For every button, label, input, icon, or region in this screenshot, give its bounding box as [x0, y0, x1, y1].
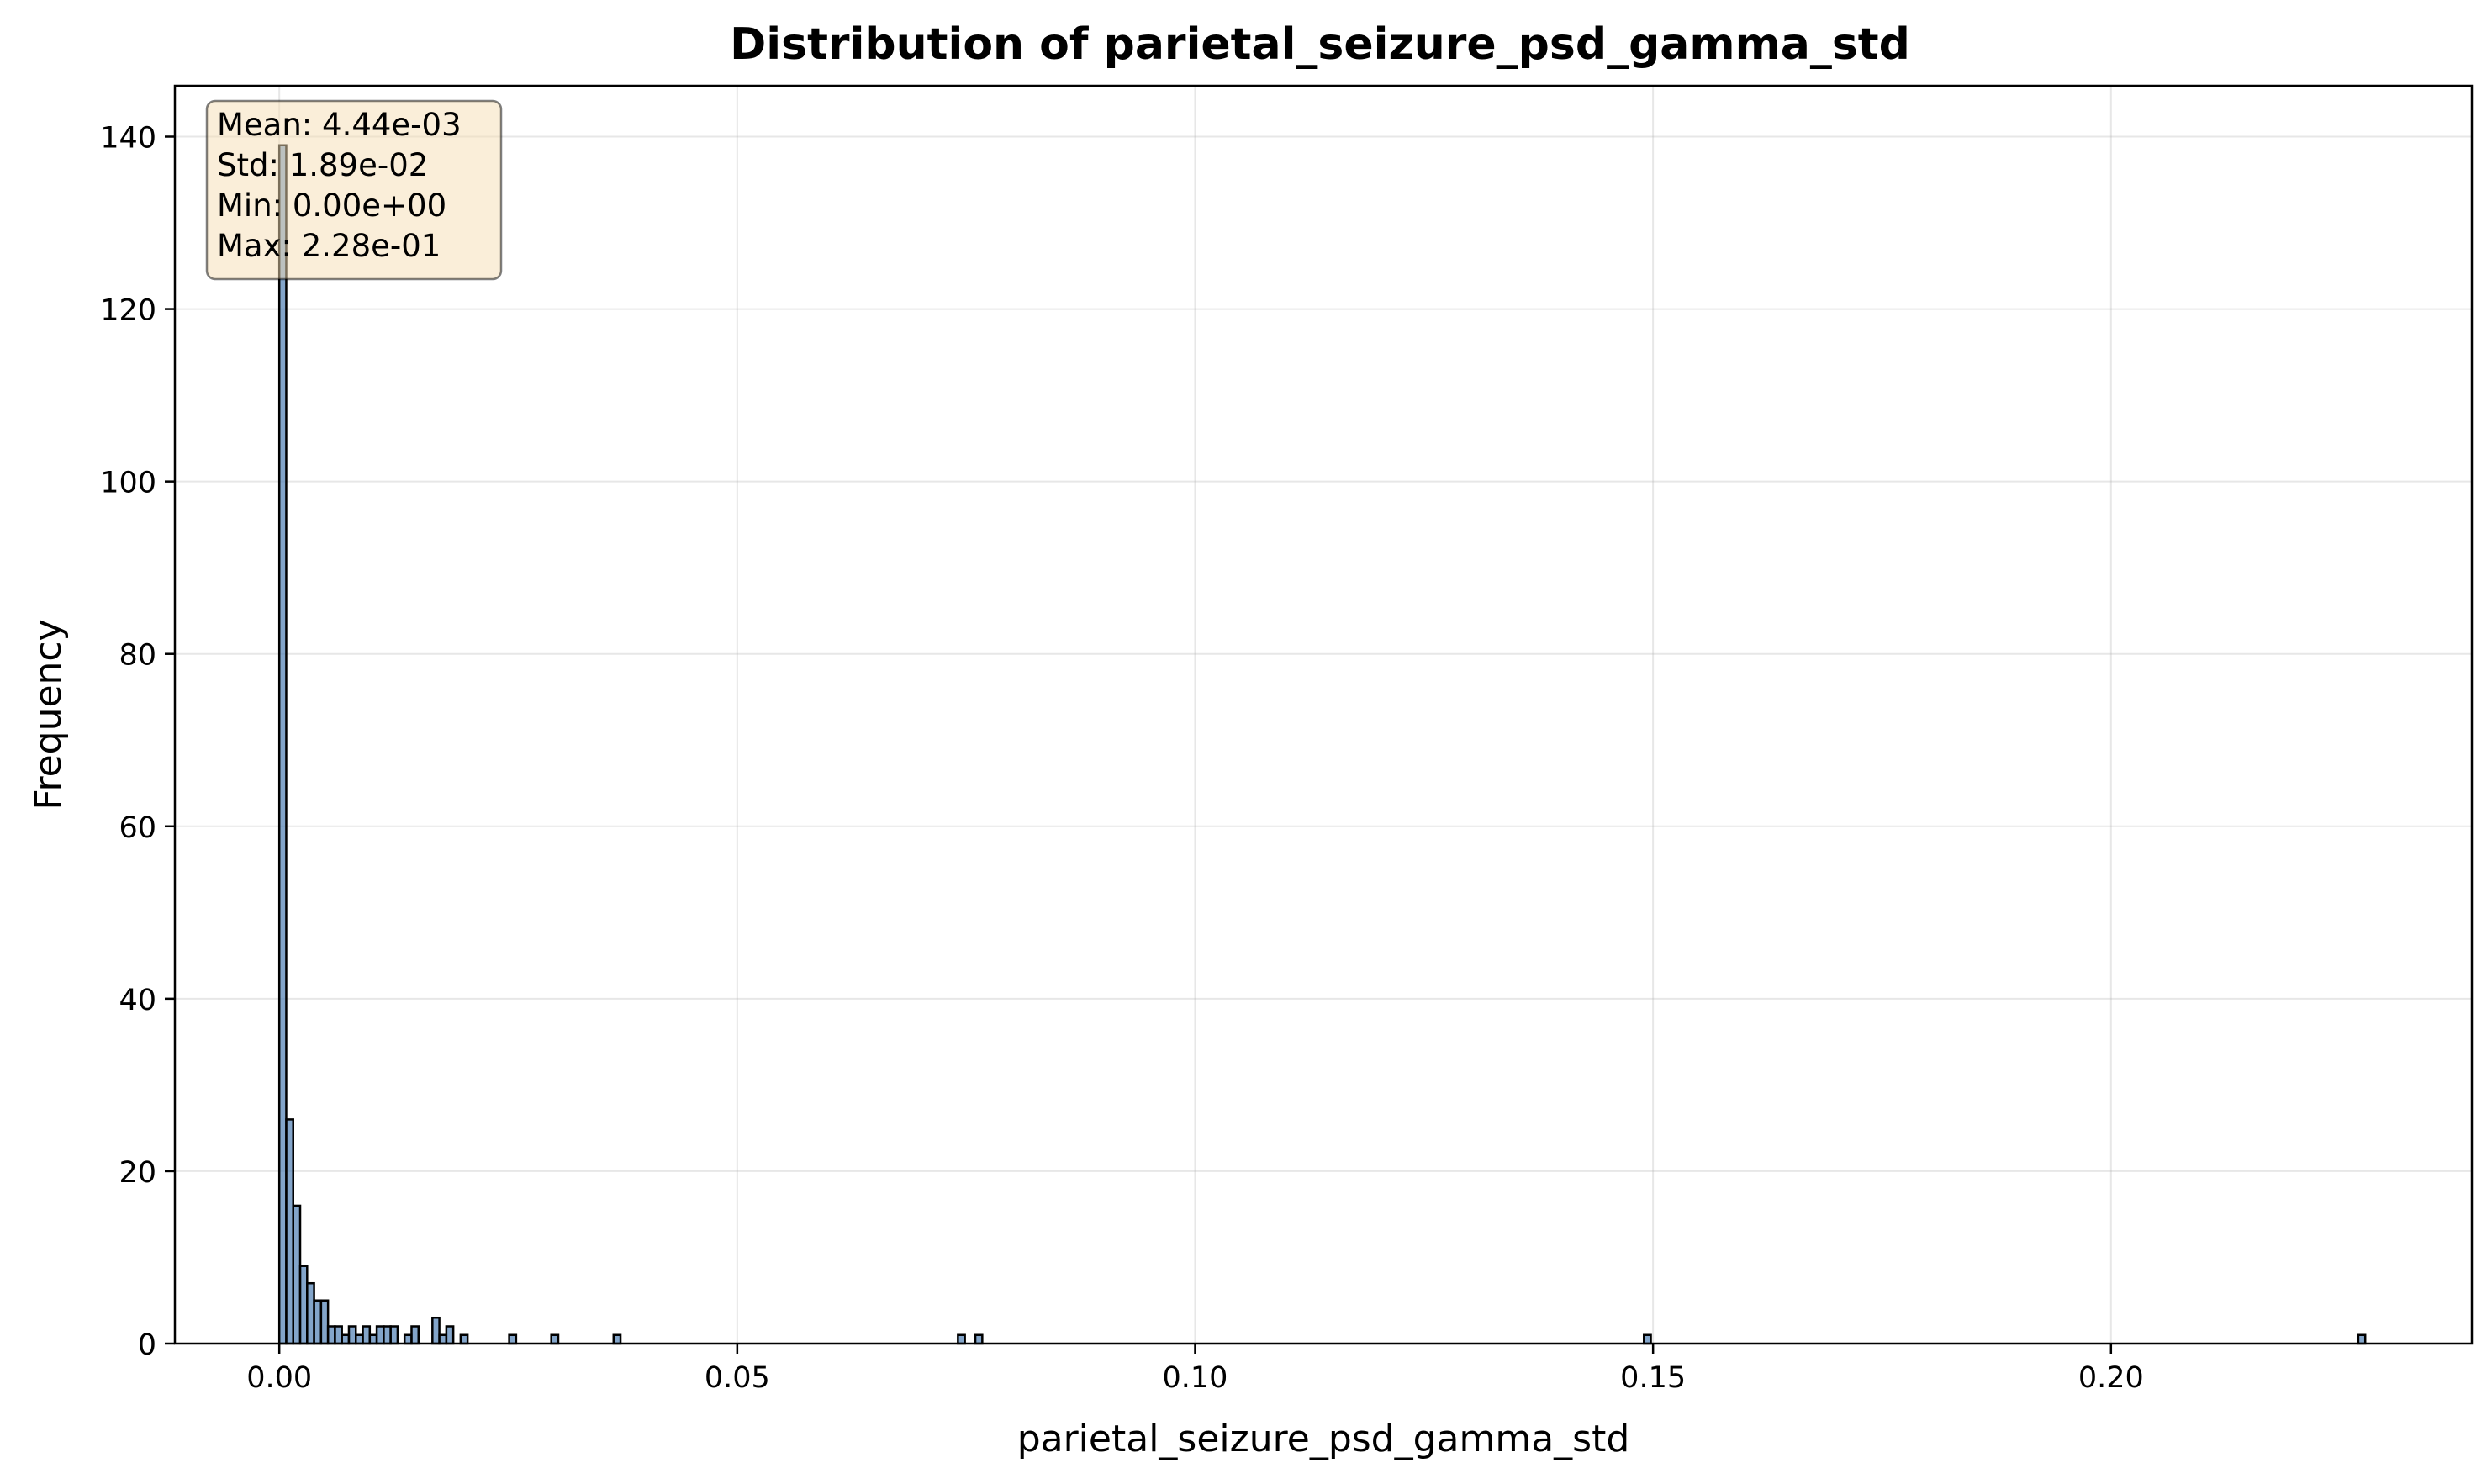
histogram-bar: [459, 1333, 469, 1345]
histogram-bar: [389, 1325, 399, 1345]
x-tick-label: 0.00: [246, 1361, 312, 1395]
plot-background: [175, 86, 2472, 1344]
histogram-bar: [612, 1333, 622, 1345]
stats-std: Std: 1.89e-02: [217, 147, 428, 183]
y-tick-label: 80: [119, 639, 156, 673]
stats-box: Mean: 4.44e-03 Std: 1.89e-02 Min: 0.00e+…: [205, 99, 503, 281]
y-tick-label: 20: [119, 1156, 156, 1190]
y-axis-ticks: 0 20 40 60 80 100 120 140: [100, 121, 175, 1362]
histogram-bar: [445, 1325, 455, 1345]
x-tick-label: 0.05: [705, 1361, 770, 1395]
y-tick-label: 120: [100, 294, 156, 328]
stats-max: Max: 2.28e-01: [217, 228, 441, 264]
stats-min: Min: 0.00e+00: [217, 187, 446, 224]
chart-title: Distribution of parietal_seizure_psd_gam…: [730, 19, 1910, 70]
histogram-bar: [550, 1333, 560, 1345]
x-axis-label: parietal_seizure_psd_gamma_std: [1017, 1418, 1630, 1460]
histogram-bar: [2357, 1333, 2367, 1345]
y-tick-label: 0: [138, 1328, 156, 1362]
y-tick-label: 40: [119, 984, 156, 1017]
grid-lines: [175, 86, 2472, 1344]
y-axis-label: Frequency: [27, 619, 70, 810]
x-tick-label: 0.10: [1163, 1361, 1228, 1395]
histogram-bar: [508, 1333, 518, 1345]
y-tick-label: 100: [100, 467, 156, 500]
x-tick-label: 0.15: [1620, 1361, 1686, 1395]
histogram-bar: [1643, 1333, 1652, 1345]
histogram-bar: [957, 1333, 966, 1345]
stats-box-background: [205, 99, 503, 281]
stats-mean: Mean: 4.44e-03: [217, 107, 462, 143]
y-tick-label: 140: [100, 121, 156, 155]
plot-frame: [173, 84, 2474, 1345]
x-tick-label: 0.20: [2078, 1361, 2144, 1395]
y-tick-label: 60: [119, 811, 156, 845]
plot-area: 0.00 0.05 0.10 0.15 0.20 0 20 40 60 80 100 120 140: [100, 84, 2474, 1395]
histogram-bar: [974, 1333, 984, 1345]
x-axis-ticks: 0.00 0.05 0.10 0.15 0.20: [246, 1344, 2144, 1395]
histogram-bar: [410, 1325, 420, 1345]
